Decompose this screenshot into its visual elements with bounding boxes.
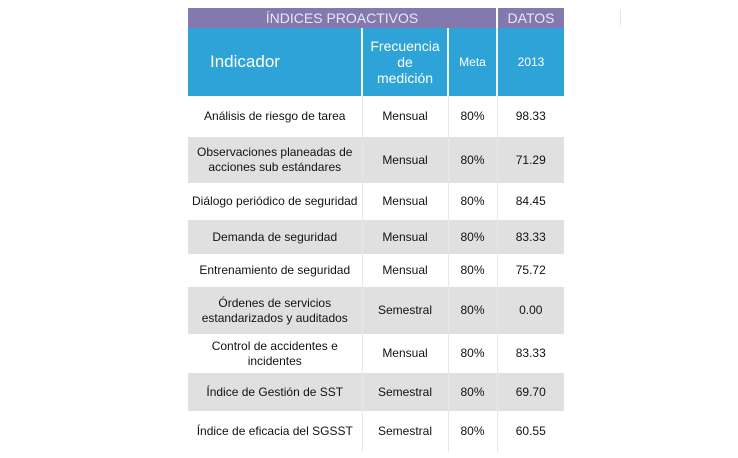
table-row: Entrenamiento de seguridad Mensual 80% 75.7… <box>188 254 564 287</box>
cell-frequency: Mensual <box>361 183 448 220</box>
cell-indicator: Demanda de seguridad <box>188 220 362 254</box>
table-row: Índice de Gestión de SST Semestral 80% 69.7… <box>188 373 564 411</box>
cell-goal: 80% <box>447 96 497 137</box>
cell-value: 71.29 <box>496 137 564 183</box>
col-goal: Meta <box>447 28 497 96</box>
table-row: Diálogo periódico de seguridad Mensual 80%… <box>188 183 564 220</box>
cell-goal: 80% <box>447 254 497 287</box>
cell-frequency: Mensual <box>361 220 448 254</box>
col-frequency: Frecuencia de medición <box>361 28 448 96</box>
cell-indicator: Observaciones planeadas de acciones sub … <box>188 137 362 183</box>
cell-frequency: Mensual <box>361 254 448 287</box>
divider <box>620 10 621 25</box>
group-title: ÍNDICES PROACTIVOS <box>188 8 497 28</box>
cell-goal: 80% <box>447 183 497 220</box>
cell-goal: 80% <box>447 220 497 254</box>
cell-indicator: Órdenes de servicios estandarizados y au… <box>188 287 362 334</box>
cell-value: 83.33 <box>496 334 564 373</box>
cell-value: 0.00 <box>496 287 564 334</box>
cell-indicator: Entrenamiento de seguridad <box>199 263 351 277</box>
table-row: Demanda de seguridad Mensual 80% 83.33 <box>188 220 564 254</box>
cell-frequency: Mensual <box>361 96 448 137</box>
cell-value: 83.33 <box>496 220 564 254</box>
table-row: Análisis de riesgo de tarea Mensual 80% 98.… <box>188 96 564 137</box>
cell-frequency: Semestral <box>361 373 448 411</box>
col-indicator: Indicador <box>188 28 362 96</box>
cell-frequency: Semestral <box>361 411 448 452</box>
table-row: Índice de eficacia del SGSST Semestral 80%… <box>188 411 564 452</box>
data-title: DATOS <box>496 8 564 28</box>
cell-goal: 80% <box>447 137 497 183</box>
cell-indicator: Índice de Gestión de SST <box>188 373 362 411</box>
cell-value: 60.55 <box>496 411 564 452</box>
table-row: Control de accidentes e incidentes Mensua… <box>188 334 564 373</box>
cell-goal: 80% <box>447 287 497 334</box>
cell-goal: 80% <box>447 373 497 411</box>
cell-value: 84.45 <box>496 183 564 220</box>
cell-goal: 80% <box>447 411 497 452</box>
cell-frequency: Mensual <box>361 137 448 183</box>
table-row: Órdenes de servicios estandarizados y au… <box>188 287 564 334</box>
table-row: Observaciones planeadas de acciones sub … <box>188 137 564 183</box>
cell-indicator: Diálogo periódico de seguridad <box>192 194 358 208</box>
cell-indicator: Índice de eficacia del SGSST <box>196 424 353 438</box>
col-year: 2013 <box>496 28 564 96</box>
cell-goal: 80% <box>447 334 497 373</box>
cell-value: 98.33 <box>496 96 564 137</box>
cell-indicator: Análisis de riesgo de tarea <box>204 109 346 123</box>
group-header-row: ÍNDICES PROACTIVOS DATOS <box>188 8 564 28</box>
cell-frequency: Mensual <box>361 334 448 373</box>
column-header-row: Indicador Frecuencia de medición Meta 20… <box>188 28 564 96</box>
cell-frequency: Semestral <box>361 287 448 334</box>
proactive-indices-table: ÍNDICES PROACTIVOS DATOS Indicador Frecu… <box>188 8 564 452</box>
cell-value: 69.70 <box>496 373 564 411</box>
cell-indicator: Control de accidentes e incidentes <box>211 338 338 368</box>
cell-value: 75.72 <box>496 254 564 287</box>
